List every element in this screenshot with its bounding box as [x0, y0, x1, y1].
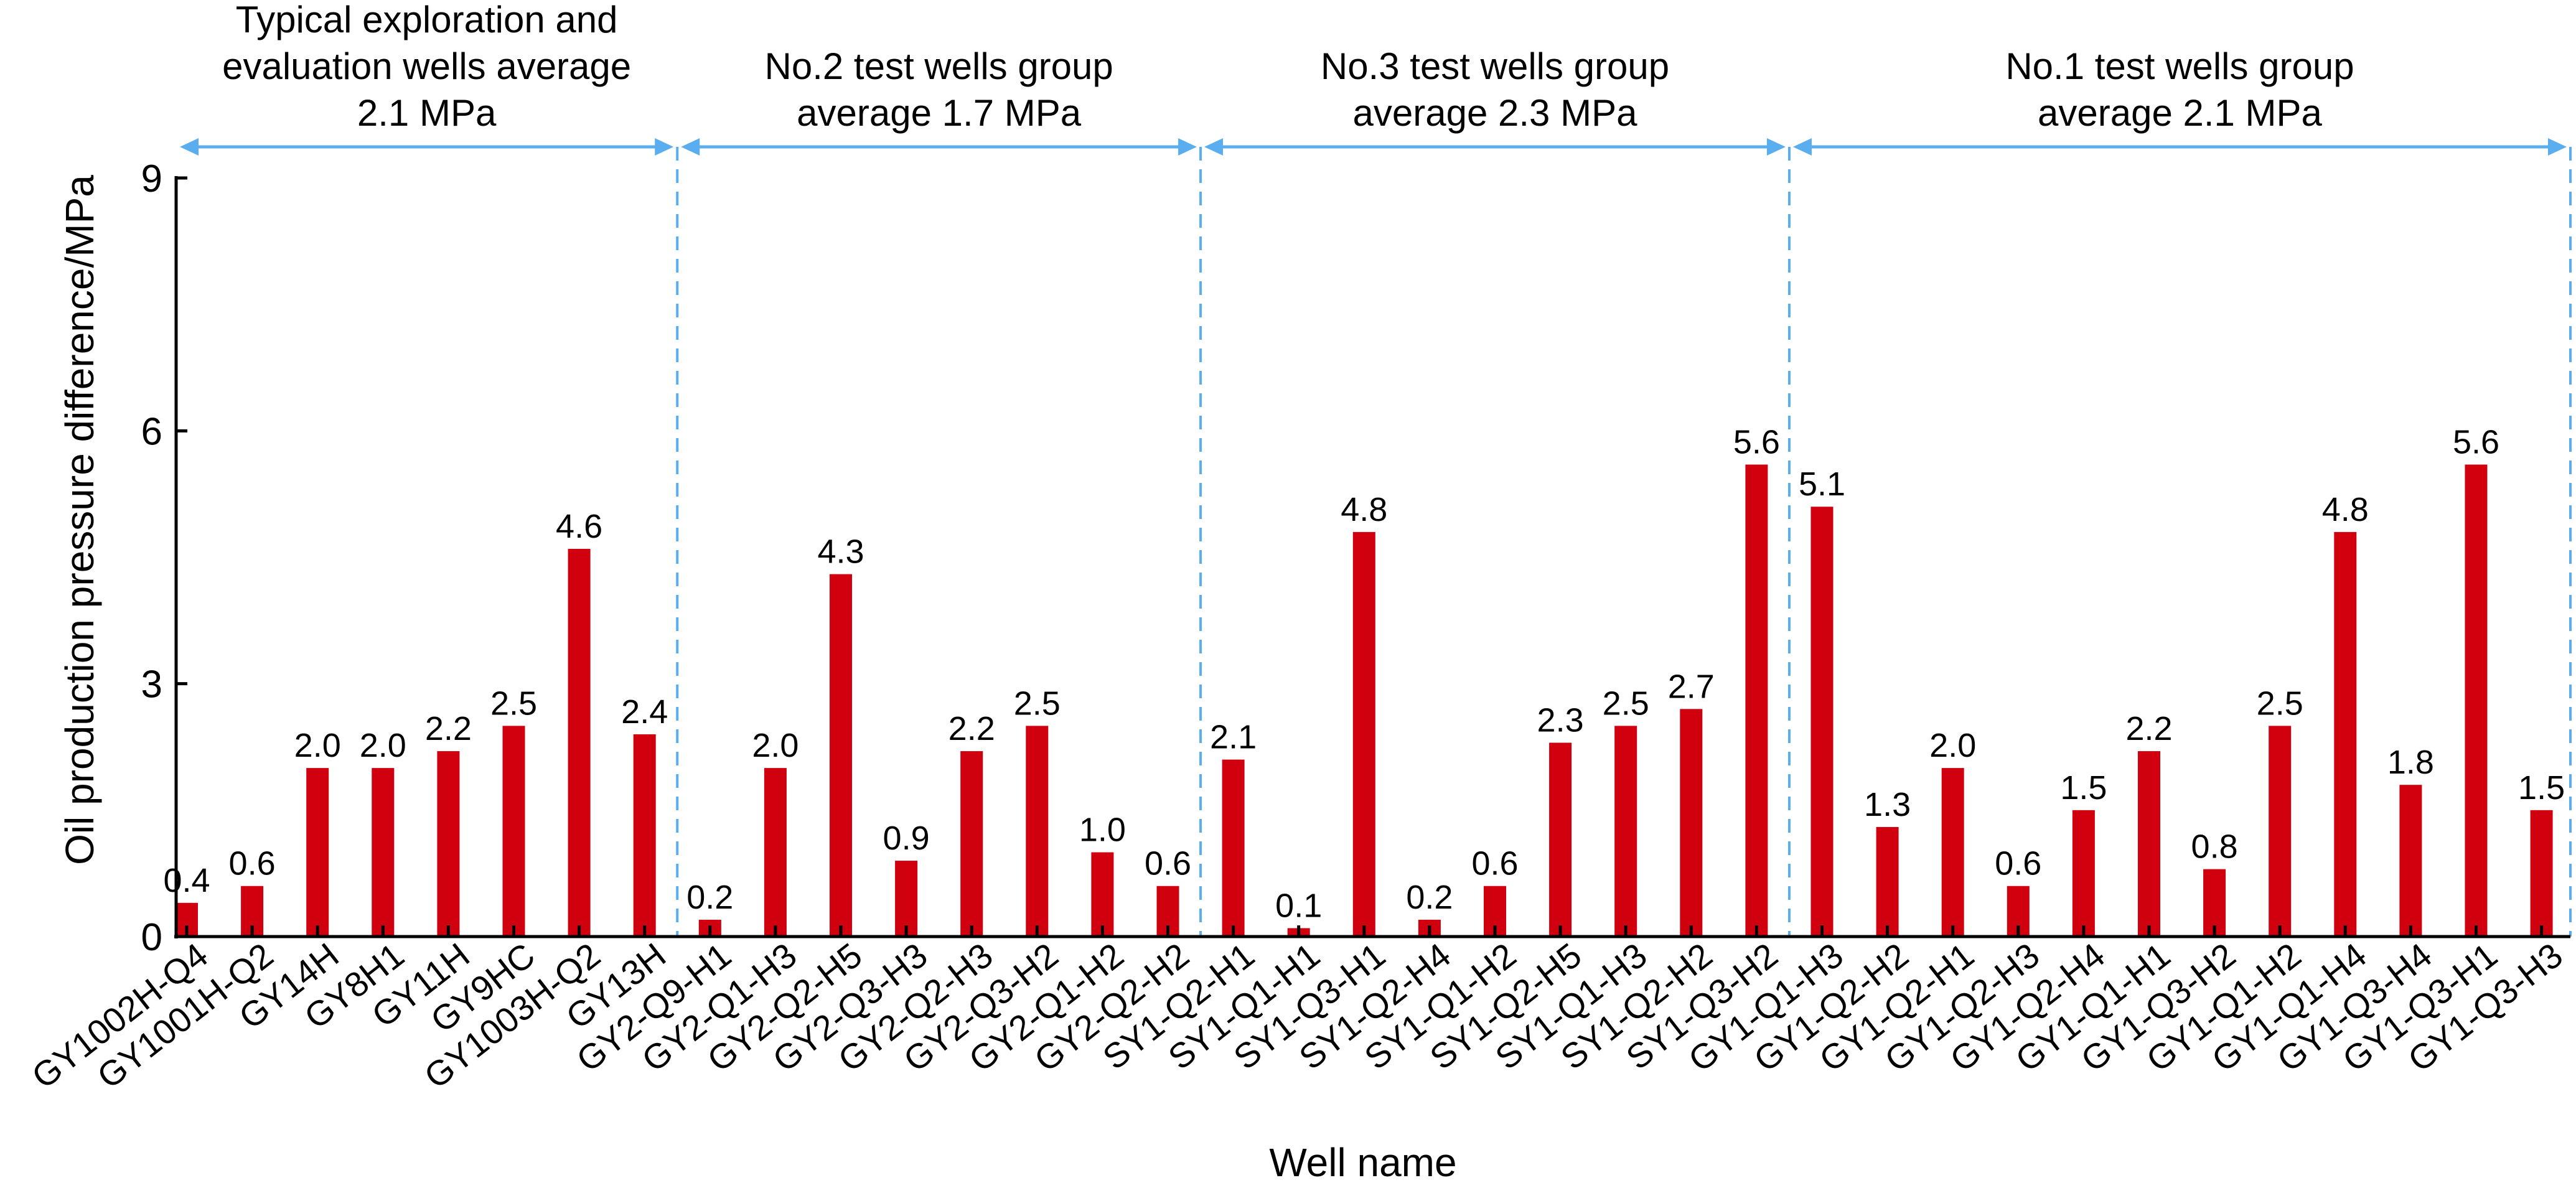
- data-label: 0.6: [1471, 845, 1518, 882]
- data-label: 4.3: [817, 533, 864, 571]
- bar: [1745, 464, 1768, 937]
- y-tick-label: 6: [141, 410, 162, 453]
- group-label: Typical exploration and evaluation wells …: [222, 0, 631, 134]
- bar: [764, 768, 787, 937]
- data-label: 0.8: [2191, 828, 2238, 866]
- data-label: 4.6: [556, 508, 602, 545]
- data-label: 1.5: [2518, 769, 2565, 807]
- bar: [1352, 531, 1375, 937]
- data-label: 2.0: [360, 727, 406, 764]
- bar: [2203, 869, 2226, 937]
- data-label: 5.1: [1799, 465, 1845, 503]
- group-annotations: Typical exploration and evaluation wells …: [180, 0, 2572, 937]
- bar: [2334, 531, 2357, 937]
- bar: [1026, 726, 1049, 937]
- y-tick-label: 3: [141, 663, 162, 706]
- data-label: 2.5: [1603, 685, 1649, 722]
- data-label: 2.0: [1929, 727, 1976, 764]
- data-label: 0.6: [1995, 845, 2041, 882]
- x-axis-title: Well name: [1269, 1140, 1456, 1185]
- bar: [830, 574, 852, 937]
- bar: [1091, 852, 1114, 937]
- data-label: 5.6: [2453, 424, 2499, 461]
- data-label: 2.0: [752, 727, 799, 764]
- arrowhead-right: [1766, 138, 1786, 156]
- group-label: No.2 test wells group average 1.7 MPa: [765, 45, 1113, 134]
- arrowhead-left: [180, 138, 199, 156]
- data-label: 2.7: [1668, 668, 1715, 705]
- arrowhead-left: [1204, 138, 1224, 156]
- data-label: 0.4: [163, 862, 210, 899]
- bar: [437, 751, 460, 937]
- bar: [372, 768, 395, 937]
- data-label: 1.0: [1079, 811, 1126, 849]
- data-label: 2.3: [1537, 701, 1584, 739]
- arrowhead-right: [1178, 138, 1197, 156]
- bar: [633, 734, 656, 937]
- group-label: No.1 test wells group average 2.1 MPa: [2005, 45, 2354, 134]
- bar: [2269, 726, 2292, 937]
- bar: [568, 548, 591, 937]
- bar: [895, 861, 918, 937]
- group-label: No.3 test wells group average 2.3 MPa: [1321, 45, 1669, 134]
- bar: [2399, 785, 2422, 937]
- bar: [2138, 751, 2160, 937]
- data-label: 5.6: [1733, 424, 1780, 461]
- bar: [1549, 742, 1572, 937]
- bar: [1810, 507, 1834, 937]
- data-label: 0.9: [883, 820, 930, 857]
- bar: [1876, 826, 1899, 937]
- arrowhead-left: [1792, 138, 1812, 156]
- data-label: 2.5: [490, 685, 537, 722]
- bar: [2530, 810, 2553, 937]
- bar: [306, 768, 329, 937]
- data-label: 0.2: [1406, 879, 1453, 916]
- bar: [1680, 709, 1703, 937]
- data-label: 2.5: [1014, 685, 1061, 722]
- data-label: 2.4: [621, 693, 668, 731]
- data-label: 2.2: [2125, 710, 2172, 747]
- y-axis-title: Oil production pressure difference/MPa: [57, 175, 102, 865]
- data-label: 2.5: [2257, 685, 2303, 722]
- data-label: 0.2: [686, 879, 733, 916]
- bar: [502, 726, 525, 937]
- data-label: 4.8: [2322, 491, 2369, 528]
- arrowhead-right: [2548, 138, 2567, 156]
- data-label: 1.8: [2387, 744, 2434, 781]
- data-label: 1.5: [2060, 769, 2107, 807]
- data-label: 1.3: [1864, 786, 1911, 823]
- bar: [2072, 810, 2095, 937]
- bar: [2465, 464, 2488, 937]
- bar: [1941, 768, 1964, 937]
- y-tick-label: 9: [141, 157, 162, 200]
- data-label: 2.2: [425, 710, 472, 747]
- bar: [1614, 726, 1637, 937]
- axes: [174, 176, 2570, 938]
- data-label: 2.0: [294, 727, 341, 764]
- data-label: 0.1: [1275, 887, 1322, 924]
- bar: [960, 751, 983, 937]
- y-tick-label: 0: [141, 916, 162, 959]
- bar-series: [176, 464, 2553, 937]
- arrowhead-right: [655, 138, 674, 156]
- data-label: 2.1: [1210, 719, 1257, 756]
- data-labels: 0.4 0.6 2.0 2.0 2.2 2.5 4.6 2.4 0.2 2.0 4.3 0.9 2.2 2…: [163, 424, 2565, 925]
- arrowhead-left: [681, 138, 700, 156]
- tick-labels: 0369GY1002H-Q4GY1001H-Q2GY14HGY8H1GY11HG…: [24, 157, 2570, 1096]
- data-label: 2.2: [948, 710, 995, 747]
- bar: [1222, 759, 1245, 937]
- data-label: 0.6: [229, 845, 276, 882]
- data-label: 4.8: [1341, 491, 1387, 528]
- data-label: 0.6: [1145, 845, 1191, 882]
